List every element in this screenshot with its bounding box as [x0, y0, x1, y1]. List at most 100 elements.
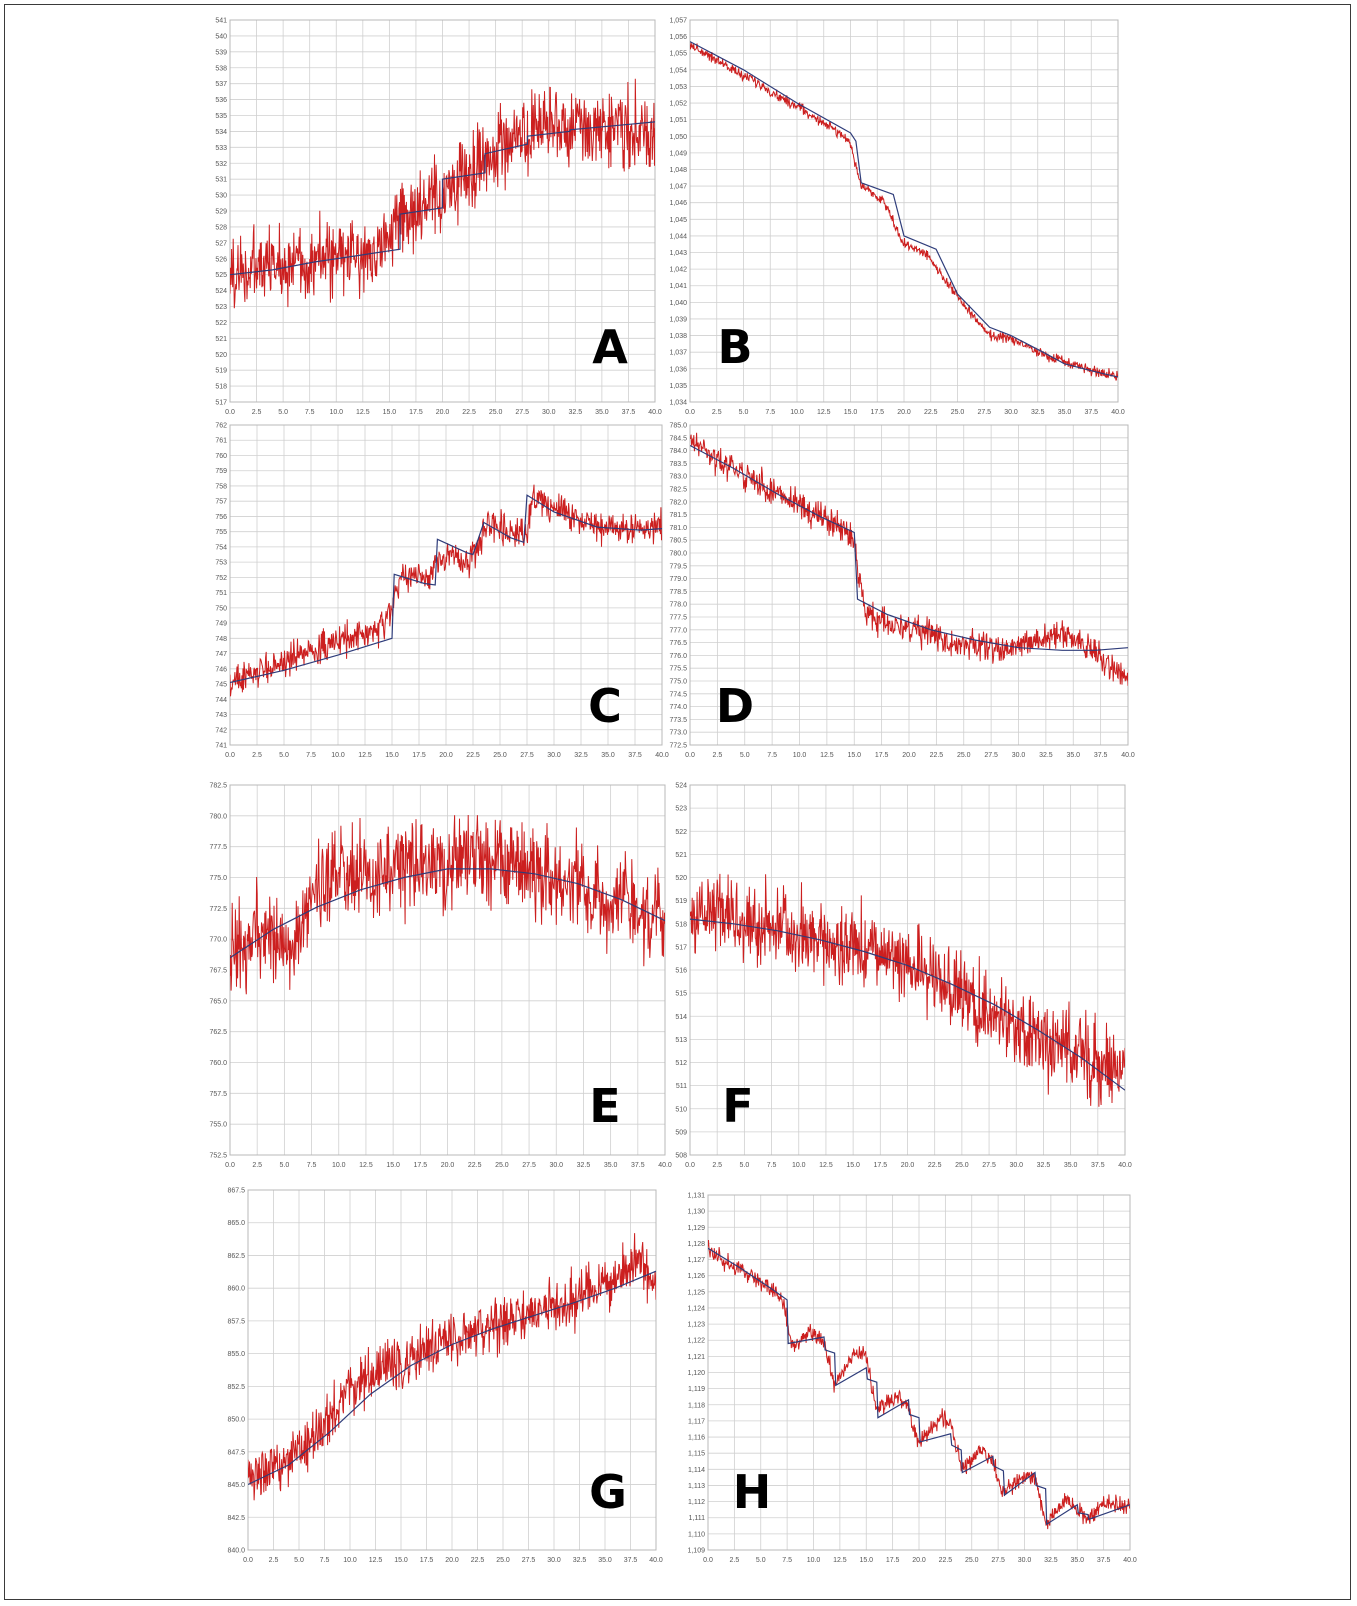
- y-tick-label: 1,128: [687, 1241, 705, 1248]
- panel-label: E: [589, 1079, 620, 1133]
- x-tick-label: 32.5: [574, 752, 588, 759]
- y-tick-label: 517: [675, 944, 687, 951]
- x-tick-label: 10.0: [343, 1557, 357, 1564]
- x-tick-label: 40.0: [648, 409, 662, 416]
- y-tick-label: 842.5: [227, 1515, 245, 1522]
- x-tick-label: 5.0: [294, 1557, 304, 1564]
- y-tick-label: 845.0: [227, 1482, 245, 1489]
- y-tick-label: 1,037: [669, 350, 687, 357]
- x-tick-label: 32.5: [573, 1557, 587, 1564]
- x-tick-label: 20.0: [439, 752, 453, 759]
- fit-series-line: [230, 868, 665, 959]
- panel-label: G: [589, 1465, 627, 1519]
- x-tick-label: 0.0: [685, 1162, 695, 1169]
- y-tick-label: 1,110: [688, 1531, 705, 1538]
- x-tick-label: 30.0: [549, 1162, 563, 1169]
- x-tick-label: 2.5: [730, 1557, 740, 1564]
- y-tick-label: 743: [215, 712, 227, 719]
- x-tick-label: 17.5: [875, 752, 889, 759]
- x-tick-label: 17.5: [870, 409, 884, 416]
- panel-g: 0.0 2.5 5.0 7.5 10.0 12.5 15.0 17.5 20.0 22.5 25.0…: [227, 1188, 662, 1565]
- x-tick-label: 32.5: [577, 1162, 591, 1169]
- x-tick-label: 22.5: [928, 1162, 942, 1169]
- y-tick-label: 1,047: [669, 184, 687, 191]
- y-tick-label: 781.5: [669, 512, 687, 519]
- y-tick-label: 785.0: [669, 423, 687, 430]
- y-tick-label: 774.5: [669, 691, 687, 698]
- x-tick-label: 17.5: [414, 1162, 428, 1169]
- x-tick-label: 7.5: [306, 752, 316, 759]
- y-tick-label: 1,041: [669, 283, 687, 290]
- y-tick-label: 531: [215, 177, 227, 184]
- x-tick-label: 5.0: [756, 1557, 766, 1564]
- x-tick-label: 20.0: [897, 409, 911, 416]
- x-tick-label: 27.5: [522, 1162, 536, 1169]
- y-tick-label: 1,046: [669, 200, 687, 207]
- x-tick-label: 0.0: [703, 1557, 713, 1564]
- y-tick-label: 780.5: [669, 538, 687, 545]
- y-tick-label: 755: [215, 529, 227, 536]
- y-tick-label: 850.0: [227, 1417, 245, 1424]
- x-tick-label: 25.0: [955, 1162, 969, 1169]
- y-tick-label: 516: [675, 968, 687, 975]
- y-tick-label: 749: [215, 621, 227, 628]
- y-tick-label: 1,055: [669, 51, 687, 58]
- x-tick-label: 22.5: [462, 409, 476, 416]
- y-tick-label: 528: [215, 224, 227, 231]
- x-tick-label: 27.5: [522, 1557, 536, 1564]
- x-tick-label: 37.5: [1097, 1557, 1111, 1564]
- x-tick-label: 37.5: [622, 409, 636, 416]
- y-tick-label: 756: [215, 514, 227, 521]
- y-tick-label: 517: [215, 400, 227, 407]
- y-tick-label: 1,125: [687, 1289, 705, 1296]
- y-tick-label: 775.0: [209, 875, 227, 882]
- y-tick-label: 865.0: [227, 1220, 245, 1227]
- x-tick-label: 0.0: [225, 409, 235, 416]
- x-tick-label: 32.5: [1044, 1557, 1058, 1564]
- y-tick-label: 519: [675, 898, 687, 905]
- x-tick-label: 20.0: [441, 1162, 455, 1169]
- y-tick-label: 519: [215, 368, 227, 375]
- x-tick-label: 35.0: [1064, 1162, 1078, 1169]
- y-tick-label: 527: [215, 240, 227, 247]
- y-tick-label: 775.0: [669, 679, 687, 686]
- y-tick-label: 783.5: [669, 461, 687, 468]
- y-tick-label: 747: [215, 651, 227, 658]
- x-tick-label: 12.5: [356, 409, 370, 416]
- y-tick-label: 847.5: [227, 1449, 245, 1456]
- y-tick-label: 518: [675, 921, 687, 928]
- y-tick-label: 514: [675, 1014, 687, 1021]
- x-tick-label: 2.5: [269, 1557, 279, 1564]
- x-tick-label: 37.5: [624, 1557, 638, 1564]
- y-tick-label: 536: [215, 97, 227, 104]
- x-tick-label: 32.5: [1037, 1162, 1051, 1169]
- y-tick-label: 760: [215, 453, 227, 460]
- x-tick-label: 0.0: [225, 752, 235, 759]
- y-tick-label: 765.0: [209, 998, 227, 1005]
- y-tick-label: 1,114: [688, 1467, 705, 1474]
- x-tick-label: 20.0: [901, 1162, 915, 1169]
- y-tick-label: 751: [215, 590, 227, 597]
- y-tick-label: 1,052: [669, 101, 687, 108]
- y-tick-label: 777.0: [669, 627, 687, 634]
- y-tick-label: 772.5: [669, 743, 687, 750]
- signal-series-line: [230, 484, 662, 697]
- y-tick-label: 1,129: [687, 1225, 705, 1232]
- x-tick-label: 2.5: [252, 409, 262, 416]
- fit-series-line: [230, 121, 655, 276]
- y-tick-label: 535: [215, 113, 227, 120]
- y-tick-label: 776.5: [669, 640, 687, 647]
- y-tick-label: 779.5: [669, 563, 687, 570]
- y-tick-label: 1,053: [669, 84, 687, 91]
- x-tick-label: 25.0: [495, 1162, 509, 1169]
- panel-label: A: [592, 320, 628, 374]
- panel-label: B: [717, 320, 752, 374]
- y-tick-label: 1,034: [669, 400, 687, 407]
- x-tick-label: 25.0: [493, 752, 507, 759]
- x-tick-label: 17.5: [886, 1557, 900, 1564]
- y-tick-label: 1,111: [689, 1515, 706, 1522]
- y-tick-label: 1,057: [669, 18, 687, 25]
- x-tick-label: 25.0: [951, 409, 965, 416]
- y-tick-label: 538: [215, 65, 227, 72]
- y-tick-label: 742: [215, 727, 227, 734]
